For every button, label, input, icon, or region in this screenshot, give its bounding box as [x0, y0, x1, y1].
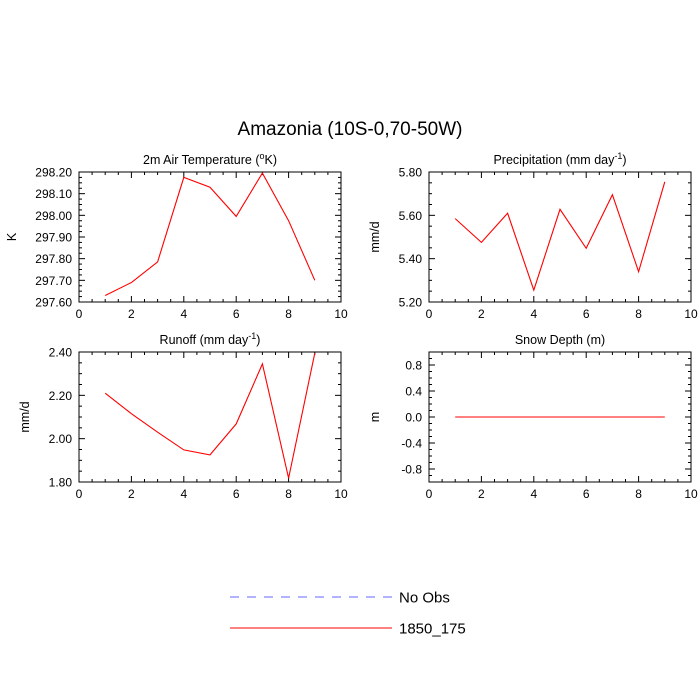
snow-depth-title: Snow Depth (m): [515, 333, 605, 347]
runoff-title-text: Runoff (mm day: [160, 333, 249, 347]
temperature-xtick-label: 6: [233, 307, 240, 321]
snow-depth-ylabel: m: [368, 412, 382, 422]
snow-depth-plot-frame: [428, 351, 692, 483]
runoff-title: Runoff (mm day-1): [160, 331, 261, 347]
temperature-xtick-label: 2: [128, 307, 135, 321]
precipitation-ytick-label: 5.60: [399, 209, 423, 223]
precipitation-ylabel: mm/d: [368, 221, 382, 252]
precipitation-title: Precipitation (mm day-1): [493, 151, 626, 167]
runoff-title-superscript: -1: [248, 331, 256, 341]
precipitation-xtick-label: 0: [426, 307, 433, 321]
temperature-ytick-label: 298.00: [35, 209, 72, 223]
precipitation-ytick-label: 5.20: [399, 296, 423, 310]
precipitation-title-tail: ): [622, 153, 626, 167]
precipitation-ticks: [428, 171, 692, 303]
panels-group: 2m Air Temperature (oK)0 2 4 6 8 10297.60297.…: [5, 151, 698, 501]
legend: No Obs 1850_175: [230, 590, 466, 638]
runoff-xtick-label: 2: [128, 487, 135, 501]
precipitation-ytick-label: 5.40: [399, 252, 423, 266]
snow-depth-title-text: Snow Depth (m): [515, 333, 605, 347]
precipitation-ytick-label: 5.80: [399, 166, 423, 180]
runoff-ytick-label: 2.40: [49, 346, 73, 360]
snow-depth-xtick-label: 10: [684, 487, 698, 501]
temperature-series-line: [104, 172, 316, 296]
temperature-ytick-label: 298.20: [35, 166, 72, 180]
snow-depth-xtick-label: 4: [530, 487, 537, 501]
temperature-xtick-label: 8: [285, 307, 292, 321]
precipitation-xtick-label: 2: [478, 307, 485, 321]
snow-depth-ytick-label: 0.0: [405, 411, 422, 425]
runoff-series-line: [104, 352, 316, 479]
precipitation-title-superscript: -1: [614, 151, 622, 161]
precipitation-xtick-label: 4: [530, 307, 537, 321]
runoff-xtick-label: 10: [334, 487, 348, 501]
snow-depth-ytick-label: -0.4: [401, 437, 422, 451]
snow-depth-ytick-label: -0.8: [401, 463, 422, 477]
snow-depth-ytick-label: 0.8: [405, 359, 422, 373]
legend-label-1: 1850_175: [399, 621, 466, 638]
temperature-ytick-label: 297.60: [35, 296, 72, 310]
temperature-xtick-label: 10: [334, 307, 348, 321]
panel-runoff: Runoff (mm day-1) 0 2 4 6 8 10 1.80 2.00 2.20 2.40…: [18, 331, 348, 501]
temperature-ylabel: K: [5, 232, 19, 241]
runoff-ylabel: mm/d: [18, 401, 32, 432]
figure-title: Amazonia (10S-0,70-50W): [238, 119, 463, 140]
runoff-ytick-label: 2.20: [49, 389, 73, 403]
temperature-plot-frame: [78, 171, 342, 303]
temperature-title-superscript: o: [259, 151, 264, 161]
runoff-xtick-label: 0: [76, 487, 83, 501]
temperature-title-tail: K): [265, 153, 278, 167]
temperature-title-text: 2m Air Temperature (: [143, 153, 260, 167]
precipitation-xtick-label: 10: [684, 307, 698, 321]
temperature-ytick-label: 297.80: [35, 252, 72, 266]
temperature-ticks: [78, 171, 342, 303]
panel-temperature: 2m Air Temperature (oK) 0 2 4 6 8 10 297.60 297.…: [5, 151, 348, 321]
legend-label-0: No Obs: [399, 590, 450, 607]
panel-precipitation: Precipitation (mm day-1) 0 2 4 6 8 10 5.20 5.40 5…: [368, 151, 698, 321]
temperature-ytick-label: 297.90: [35, 231, 72, 245]
runoff-title-tail: ): [256, 333, 260, 347]
temperature-ytick-label: 297.70: [35, 274, 72, 288]
runoff-ytick-label: 2.00: [49, 432, 73, 446]
snow-depth-xtick-label: 8: [635, 487, 642, 501]
snow-depth-xtick-label: 6: [583, 487, 590, 501]
precipitation-xtick-label: 6: [583, 307, 590, 321]
precipitation-series-line: [454, 181, 666, 292]
temperature-xtick-label: 4: [180, 307, 187, 321]
runoff-ytick-label: 1.80: [49, 476, 73, 490]
temperature-ytick-label: 298.10: [35, 187, 72, 201]
snow-depth-ytick-label: 0.4: [405, 385, 422, 399]
panel-snow-depth: Snow Depth (m) 0 2 4 6 8 10 -0.8 -0.4 0.0 0.4 0.8 m: [368, 333, 698, 501]
runoff-plot-frame: [78, 351, 342, 483]
precipitation-plot-frame: [428, 171, 692, 303]
runoff-xtick-label: 6: [233, 487, 240, 501]
runoff-xtick-label: 4: [180, 487, 187, 501]
temperature-title: 2m Air Temperature (oK): [143, 151, 277, 167]
precipitation-title-text: Precipitation (mm day: [493, 153, 615, 167]
runoff-xtick-label: 8: [285, 487, 292, 501]
temperature-xtick-label: 0: [76, 307, 83, 321]
snow-depth-xtick-label: 0: [426, 487, 433, 501]
precipitation-xtick-label: 8: [635, 307, 642, 321]
snow-depth-xtick-label: 2: [478, 487, 485, 501]
